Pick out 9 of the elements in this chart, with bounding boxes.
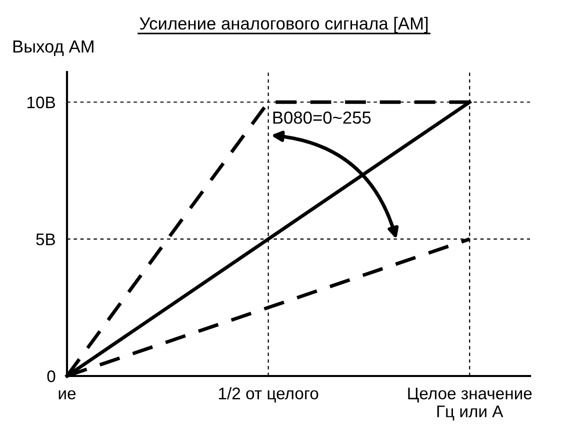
x-tick-label: Целое значение Гц или А <box>408 388 532 420</box>
x-tick-label: ие <box>58 390 76 400</box>
annotation: B080=0~255 <box>273 111 371 124</box>
x-tick-label: 1/2 от целого <box>218 387 318 403</box>
y-tick-label: 0 <box>47 370 56 382</box>
y-tick-label: 10В <box>28 96 56 108</box>
chart-title: Усиление аналогового сигнала [АМ] <box>140 16 428 34</box>
y-axis-title: Выход АМ <box>13 40 94 56</box>
y-tick-label: 5В <box>36 234 56 246</box>
